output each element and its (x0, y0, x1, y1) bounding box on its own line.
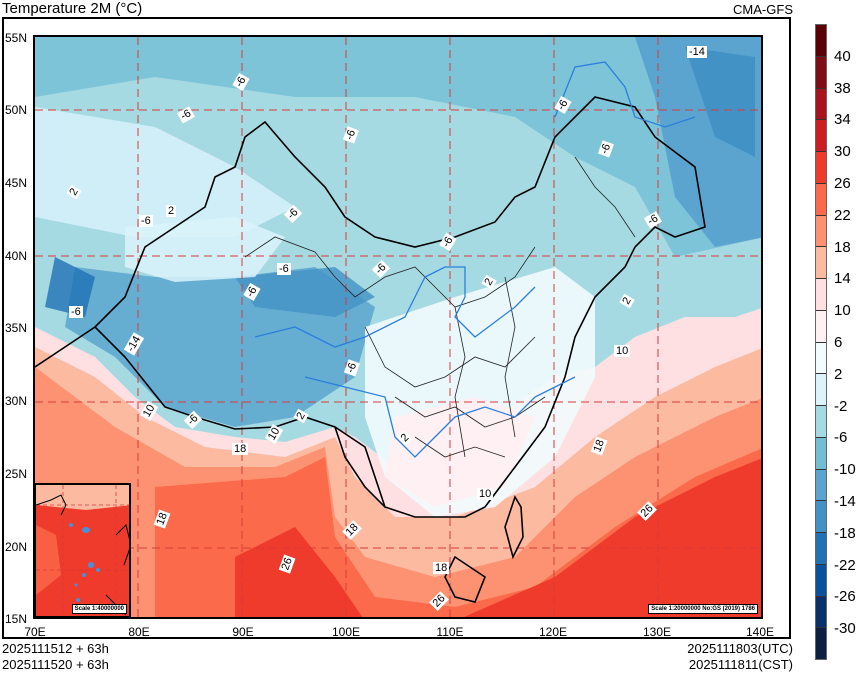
graticule (35, 37, 761, 617)
colorbar-segment (816, 437, 826, 470)
valid-time-utc: 2025111803(UTC) (687, 641, 793, 656)
lat-label-40n: 40N (5, 249, 28, 263)
colorbar-tick-label: 18 (834, 238, 851, 256)
lat-label-50n: 50N (5, 103, 28, 117)
model-name: CMA-GFS (733, 2, 793, 17)
lat-label-30n: 30N (5, 394, 28, 408)
colorbar-segment (816, 469, 826, 502)
lon-label-140e: 140E (745, 625, 775, 639)
lon-label-80e: 80E (128, 625, 150, 639)
colorbar-segment (816, 25, 826, 57)
contour-label: 10 (477, 488, 494, 500)
lat-label-55n: 55N (5, 31, 28, 45)
colorbar-tick-label: -2 (834, 397, 848, 415)
contour-label: -6 (69, 306, 83, 318)
lon-label-100e: 100E (331, 625, 361, 639)
colorbar-segment (816, 342, 826, 375)
lat-label-15n: 15N (5, 612, 28, 626)
colorbar-tick-label: -14 (834, 493, 856, 510)
contour-label: -6 (277, 263, 291, 275)
contour-label: 10 (614, 345, 631, 357)
colorbar-tick-label: 14 (834, 270, 851, 288)
lat-label-35n: 35N (5, 321, 28, 335)
colorbar-segment (816, 406, 826, 438)
colorbar (815, 24, 827, 660)
init-time-cst: 2025111520 + 63h (2, 657, 109, 672)
outer-frame (2, 17, 791, 639)
temperature-field (35, 37, 761, 617)
colorbar-tick-label: 34 (834, 111, 851, 129)
colorbar-segment (816, 310, 826, 343)
colorbar-segment (816, 374, 826, 406)
contour-label: -6 (139, 215, 153, 227)
colorbar-tick-label: 22 (834, 206, 851, 224)
colorbar-segment (816, 247, 826, 279)
colorbar-tick-label: -30 (834, 620, 856, 638)
colorbar-segment (816, 88, 826, 121)
borders (35, 96, 706, 603)
colorbar-segment (816, 152, 826, 184)
main-scale-note: Scale 1:20000000 No:GS (2019) 1786 (648, 604, 758, 614)
contour-label: 18 (232, 443, 249, 455)
colorbar-tick-label: 6 (834, 334, 843, 351)
valid-time-cst: 2025111811(CST) (688, 657, 793, 672)
colorbar-segment (816, 564, 826, 597)
lon-label-130e: 130E (642, 625, 672, 639)
inset-scale-note: Scale 1:40000000 (71, 604, 127, 614)
contour-label: 2 (166, 205, 177, 217)
colorbar-tick-label: -22 (834, 556, 856, 574)
lat-label-25n: 25N (5, 467, 28, 481)
colorbar-tick-label: -26 (834, 588, 856, 606)
colorbar-tick-label: 10 (834, 302, 851, 320)
contour-label: 18 (433, 562, 450, 574)
colorbar-segment (816, 279, 826, 311)
colorbar-tick-label: -6 (834, 429, 848, 447)
colorbar-tick-label: -18 (834, 524, 856, 542)
colorbar-segment (816, 596, 826, 629)
colorbar-segment (816, 501, 826, 533)
colorbar-tick-label: -10 (834, 461, 856, 479)
colorbar-tick-label: 40 (834, 47, 851, 65)
lat-label-20n: 20N (5, 540, 28, 554)
lon-label-110e: 110E (436, 625, 464, 639)
colorbar-segment (816, 533, 826, 565)
colorbar-tick-label: 30 (834, 143, 851, 161)
lon-label-90e: 90E (232, 625, 254, 639)
colorbar-segment (816, 56, 826, 89)
colorbar-tick-label: 2 (834, 365, 843, 383)
lat-label-45n: 45N (5, 176, 28, 190)
colorbar-tick-label: 26 (834, 175, 851, 192)
chart-title: Temperature 2M (°C) (2, 0, 143, 17)
south-china-sea-inset: Scale 1:40000000 (34, 483, 131, 618)
colorbar-segment (816, 183, 826, 216)
lon-label-70e: 70E (24, 625, 46, 639)
lon-label-120e: 120E (538, 625, 568, 639)
init-time-utc: 2025111512 + 63h (2, 641, 109, 656)
colorbar-segment (816, 120, 826, 152)
colorbar-segment (816, 628, 826, 659)
colorbar-tick-label: 38 (834, 79, 851, 97)
colorbar-segment (816, 215, 826, 248)
map-plot-area[interactable]: -14 -6 -6 -6 -6 -6 2 2 -6 -6 -6 -6 -6 -6 -6 2 -6 2 -14 -6 10… (33, 35, 763, 619)
contour-label: -14 (687, 46, 707, 58)
